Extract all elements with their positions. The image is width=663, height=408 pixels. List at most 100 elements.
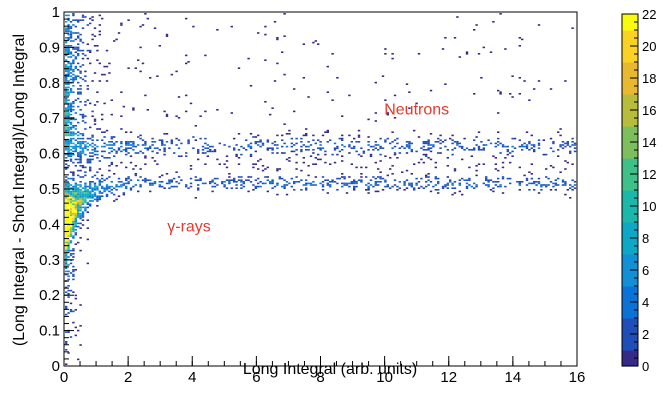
heatmap-cell	[379, 137, 382, 140]
heatmap-cell	[413, 189, 416, 191]
heatmap-cell	[149, 184, 152, 186]
heatmap-cell	[77, 142, 80, 145]
heatmap-cell	[492, 21, 495, 23]
heatmap-cell	[384, 185, 387, 188]
heatmap-cell	[67, 142, 70, 145]
heatmap-cell	[381, 177, 385, 180]
heatmap-cell	[314, 176, 317, 178]
heatmap-cell	[86, 195, 89, 197]
heatmap-cell	[117, 181, 121, 183]
heatmap-cell	[391, 185, 394, 188]
heatmap-cell	[72, 125, 75, 127]
heatmap-cell	[77, 81, 80, 84]
heatmap-cell	[77, 43, 80, 45]
colorbar-swatch	[622, 198, 638, 203]
heatmap-cell	[341, 115, 344, 117]
heatmap-cell	[69, 33, 73, 36]
heatmap-cell	[249, 155, 253, 157]
heatmap-cell	[69, 201, 73, 204]
heatmap-cell	[77, 206, 80, 209]
heatmap-cell	[69, 171, 73, 173]
heatmap-cell	[65, 118, 68, 121]
heatmap-cell	[115, 184, 118, 186]
heatmap-cell	[65, 291, 68, 293]
heatmap-cell	[175, 185, 178, 188]
heatmap-cell	[446, 176, 449, 178]
heatmap-cell	[89, 62, 92, 65]
heatmap-cell	[91, 190, 94, 193]
colorbar-swatch	[622, 338, 638, 343]
heatmap-cell	[201, 149, 205, 151]
heatmap-cell	[115, 152, 118, 154]
heatmap-cell	[211, 190, 214, 193]
heatmap-cell	[295, 181, 298, 183]
heatmap-cell	[79, 200, 82, 202]
heatmap-cell	[67, 264, 70, 266]
heatmap-cell	[305, 145, 308, 148]
heatmap-cell	[89, 126, 92, 129]
heatmap-cell	[101, 17, 104, 20]
heatmap-cell	[509, 152, 512, 154]
heatmap-cell	[561, 144, 565, 146]
heatmap-cell	[74, 19, 77, 21]
heatmap-cell	[141, 62, 145, 65]
heatmap-cell	[69, 195, 73, 197]
heatmap-cell	[499, 13, 502, 15]
heatmap-cell	[84, 182, 87, 185]
heatmap-cell	[434, 166, 437, 169]
heatmap-cell	[74, 200, 77, 202]
heatmap-cell	[410, 142, 413, 145]
heatmap-cell	[77, 53, 80, 55]
heatmap-cell	[74, 65, 77, 68]
heatmap-cell	[374, 141, 377, 143]
heatmap-cell	[319, 144, 322, 146]
heatmap-cell	[79, 185, 82, 188]
heatmap-cell	[523, 174, 526, 177]
heatmap-cell	[77, 213, 80, 215]
heatmap-cell	[501, 177, 505, 180]
heatmap-cell	[240, 179, 243, 181]
heatmap-cell	[525, 184, 529, 186]
heatmap-cell	[72, 310, 75, 313]
heatmap-cell	[86, 190, 89, 193]
heatmap-cell	[74, 190, 77, 193]
heatmap-cell	[545, 168, 548, 170]
heatmap-cell	[369, 155, 373, 157]
heatmap-cell	[72, 70, 75, 73]
heatmap-cell	[101, 145, 104, 148]
heatmap-cell	[69, 336, 73, 338]
heatmap-cell	[559, 171, 562, 173]
heatmap-cell	[393, 117, 397, 119]
heatmap-cell	[120, 184, 123, 186]
heatmap-cell	[81, 27, 85, 29]
heatmap-cell	[149, 179, 152, 181]
heatmap-cell	[336, 147, 339, 149]
heatmap-cell	[451, 184, 454, 186]
heatmap-cell	[437, 152, 440, 154]
heatmap-cell	[264, 33, 267, 36]
heatmap-cell	[249, 153, 253, 156]
heatmap-cell	[453, 37, 457, 39]
heatmap-cell	[393, 145, 397, 148]
heatmap-cell	[129, 161, 133, 164]
heatmap-cell	[338, 150, 341, 153]
heatmap-cell	[65, 246, 68, 249]
heatmap-cell	[101, 187, 104, 189]
heatmap-cell	[453, 192, 457, 194]
heatmap-cell	[96, 128, 99, 130]
heatmap-cell	[69, 211, 73, 213]
heatmap-cell	[81, 216, 85, 218]
heatmap-cell	[225, 166, 229, 169]
colorbar-swatch	[622, 302, 638, 307]
heatmap-cell	[101, 195, 104, 197]
heatmap-cell	[74, 198, 77, 201]
heatmap-cell	[187, 61, 190, 63]
heatmap-cell	[65, 237, 68, 239]
heatmap-cell	[86, 262, 89, 265]
heatmap-cell	[139, 150, 142, 153]
heatmap-cell	[79, 193, 82, 196]
heatmap-cell	[67, 205, 70, 207]
y-tick-label: 0	[52, 358, 60, 375]
heatmap-cell	[77, 32, 80, 34]
heatmap-cell	[86, 160, 89, 162]
